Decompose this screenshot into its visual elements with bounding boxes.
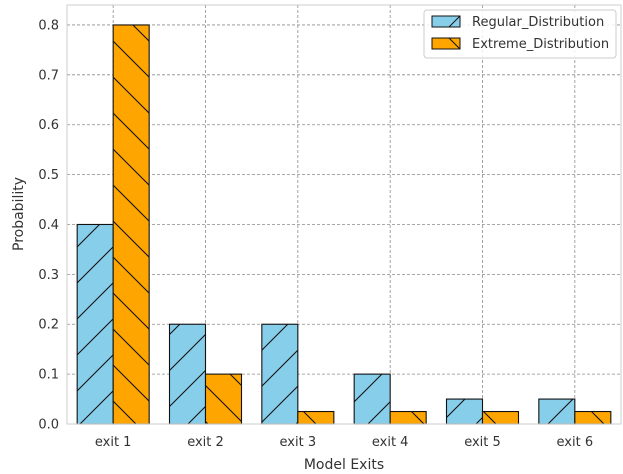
legend-swatch-extreme bbox=[431, 37, 461, 50]
y-tick-label: 0.0 bbox=[38, 418, 59, 433]
bar-regular-1-hatch bbox=[76, 223, 114, 425]
bar-extreme-4-hatch bbox=[389, 410, 427, 425]
y-tick-label: 0.6 bbox=[38, 118, 59, 133]
bar-extreme-1-hatch bbox=[112, 24, 150, 425]
legend-swatch-regular-hatch bbox=[448, 15, 461, 28]
bar-regular-5-hatch bbox=[445, 398, 484, 425]
bar-regular-4-hatch bbox=[353, 373, 391, 425]
bar-extreme-5-hatch bbox=[481, 410, 520, 425]
legend-label-regular: Regular_Distribution bbox=[472, 15, 604, 30]
x-tick-label: exit 4 bbox=[372, 435, 409, 450]
x-tick-label: exit 1 bbox=[95, 435, 132, 450]
bar-extreme-3-hatch bbox=[297, 410, 335, 425]
plot-area-frame bbox=[66, 4, 622, 425]
y-tick-label: 0.4 bbox=[38, 218, 59, 233]
legend: Regular_Distribution Extreme_Distributio… bbox=[423, 9, 617, 59]
x-tick-label: exit 6 bbox=[557, 435, 594, 450]
y-tick-label: 0.8 bbox=[38, 18, 59, 33]
bar-regular-3-hatch bbox=[261, 323, 299, 425]
legend-label-extreme: Extreme_Distribution bbox=[472, 37, 609, 52]
bar-extreme-2-hatch bbox=[204, 373, 243, 425]
x-tick-label: exit 5 bbox=[464, 435, 501, 450]
legend-swatch-regular bbox=[431, 15, 461, 28]
bar-extreme-6-hatch bbox=[574, 410, 612, 425]
x-tick-label: exit 2 bbox=[187, 435, 224, 450]
y-tick-label: 0.3 bbox=[38, 268, 59, 283]
bar-regular-6-hatch bbox=[538, 398, 576, 425]
y-tick-label: 0.7 bbox=[38, 68, 59, 83]
y-tick-label: 0.1 bbox=[38, 368, 59, 383]
legend-frame bbox=[423, 9, 617, 59]
x-tick-label: exit 3 bbox=[280, 435, 317, 450]
y-tick-label: 0.5 bbox=[38, 168, 59, 183]
y-axis-label: Probability bbox=[11, 177, 27, 251]
bar-regular-2-hatch bbox=[168, 323, 207, 425]
y-tick-label: 0.2 bbox=[38, 318, 59, 333]
legend-swatch-extreme-hatch bbox=[448, 37, 461, 50]
x-axis-label: Model Exits bbox=[304, 457, 384, 473]
